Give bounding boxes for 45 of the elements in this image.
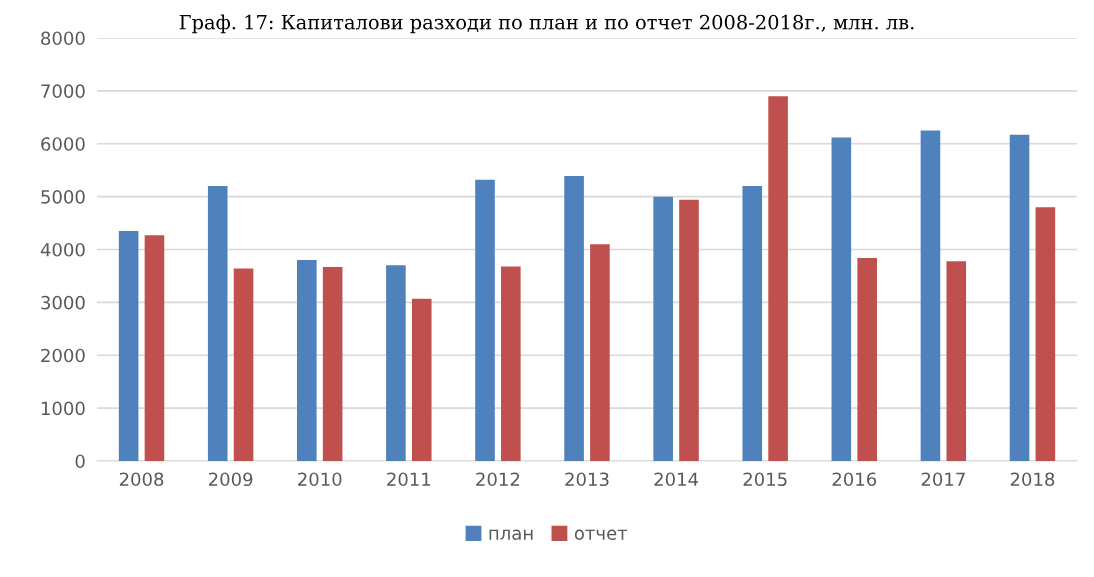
bar (653, 196, 673, 461)
x-tick-label: 2008 (119, 472, 164, 487)
x-tick-label: 2015 (743, 472, 787, 487)
bar (920, 130, 941, 461)
y-tick-label: 7000 (41, 84, 85, 98)
bar (297, 260, 317, 461)
bar (118, 230, 139, 461)
x-tick-label: 2009 (208, 472, 253, 487)
y-tick-label: 6000 (41, 137, 85, 151)
bar (207, 186, 228, 461)
bar (501, 266, 521, 461)
bar (946, 261, 967, 461)
bar (768, 96, 788, 461)
bar (1009, 134, 1030, 461)
bar (233, 268, 254, 461)
x-tick-label: 2010 (298, 472, 342, 487)
bar (1035, 207, 1056, 461)
bar (411, 298, 432, 461)
y-tick-label: 0 (75, 454, 85, 469)
x-tick-label: 2017 (921, 472, 965, 487)
bar (742, 186, 763, 461)
bar (831, 137, 852, 461)
bar (679, 199, 699, 461)
y-tick-label: 2000 (41, 348, 85, 363)
legend-label: план (489, 529, 533, 540)
bar (144, 235, 165, 461)
legend-label: отчет (574, 529, 628, 540)
y-tick-label: 4000 (40, 242, 85, 257)
x-tick-label: 2012 (476, 472, 520, 487)
x-tick-label: 2011 (387, 472, 431, 487)
bar (475, 179, 495, 461)
bar (564, 176, 584, 461)
bar (322, 266, 343, 461)
x-tick-label: 2018 (1010, 472, 1055, 487)
y-tick-label: 5000 (41, 190, 85, 204)
y-tick-label: 1000 (41, 401, 85, 416)
bar (590, 244, 610, 461)
x-tick-label: 2016 (832, 472, 877, 487)
x-tick-label: 2013 (565, 472, 609, 487)
x-tick-label: 2014 (654, 472, 699, 487)
y-tick-label: 3000 (41, 295, 85, 310)
y-tick-label: 8000 (41, 31, 85, 46)
chart-title: Граф. 17: Капиталови разходи по план и по отчет 2008-2018г., млн. лв. (179, 14, 914, 34)
bar (857, 257, 877, 461)
bar (386, 265, 406, 461)
